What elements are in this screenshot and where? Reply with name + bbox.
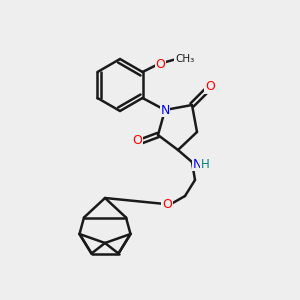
Text: N: N <box>160 103 170 116</box>
Text: N: N <box>192 158 202 170</box>
Text: O: O <box>162 197 172 211</box>
Text: CH₃: CH₃ <box>175 54 194 64</box>
Text: O: O <box>156 58 166 70</box>
Text: O: O <box>132 134 142 148</box>
Text: H: H <box>201 158 209 170</box>
Text: O: O <box>205 80 215 94</box>
